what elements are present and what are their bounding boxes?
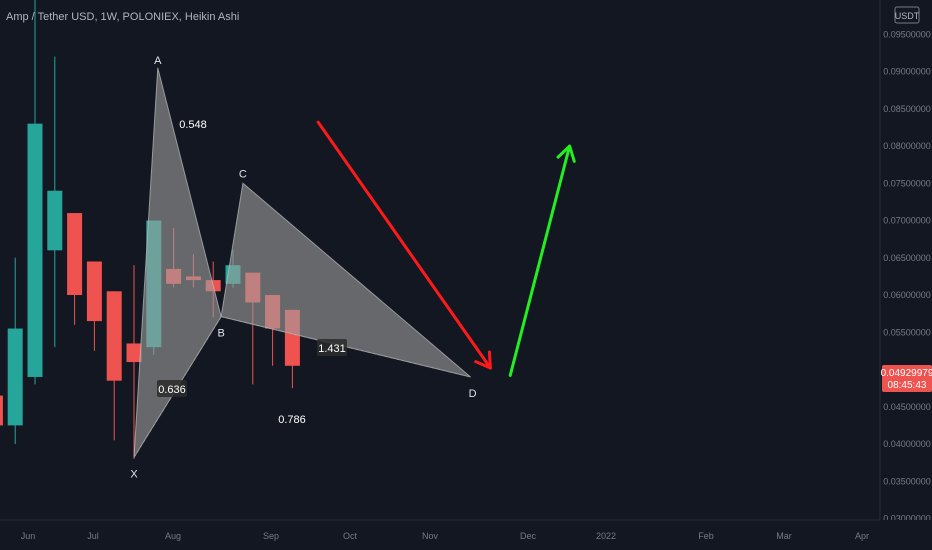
candle-1[interactable] bbox=[7, 257, 23, 445]
time-tick-5: Nov bbox=[422, 531, 439, 541]
time-tick-3: Sep bbox=[263, 531, 279, 541]
ratio-text-3: 0.786 bbox=[278, 414, 306, 426]
ratio-2: 1.431 bbox=[317, 339, 347, 356]
price-tick-3: 0.08000000 bbox=[883, 141, 931, 151]
current-price-tag: 0.04929979 08:45:43 bbox=[881, 365, 932, 392]
pattern-point-b: B bbox=[217, 328, 224, 340]
pattern-point-c: C bbox=[239, 168, 247, 180]
time-tick-10: Apr bbox=[855, 531, 869, 541]
candle-4[interactable] bbox=[67, 213, 83, 325]
candle-6[interactable] bbox=[106, 291, 122, 441]
price-tick-13: 0.03000000 bbox=[883, 514, 931, 524]
bar-countdown: 08:45:43 bbox=[888, 380, 927, 391]
candle-7[interactable] bbox=[126, 265, 142, 459]
price-tick-1: 0.09000000 bbox=[883, 67, 931, 77]
candle-body-7 bbox=[126, 343, 142, 363]
price-tick-10: 0.04500000 bbox=[883, 402, 931, 412]
pattern-ratios: 0.548 0.636 1.431 0.786 bbox=[157, 119, 347, 426]
harmonic-pattern[interactable] bbox=[133, 67, 471, 458]
pattern-point-d: D bbox=[469, 388, 477, 400]
candle-body-1 bbox=[7, 328, 23, 426]
candle-body-5 bbox=[86, 261, 102, 322]
candle-3[interactable] bbox=[47, 56, 63, 348]
time-tick-labels: Jun Jul Aug Sep Oct Nov Dec 2022 Feb Mar Apr bbox=[21, 531, 869, 541]
price-tick-12: 0.03500000 bbox=[883, 476, 931, 486]
price-axis[interactable]: USDT 0.09500000 0.09000000 0.08500000 0.080… bbox=[879, 0, 932, 550]
time-tick-7: 2022 bbox=[596, 531, 616, 541]
chart-title: Amp / Tether USD, 1W, POLONIEX, Heikin A… bbox=[6, 11, 239, 23]
candle-body-6 bbox=[106, 291, 122, 381]
ratio-3: 0.786 bbox=[278, 414, 306, 426]
price-tick-6: 0.06500000 bbox=[883, 253, 931, 263]
candle-body-3 bbox=[47, 190, 63, 251]
ratio-0: 0.548 bbox=[179, 119, 207, 131]
candle-body-0 bbox=[0, 395, 3, 426]
price-tick-4: 0.07500000 bbox=[883, 178, 931, 188]
bearish-arrow[interactable] bbox=[316, 120, 492, 370]
time-tick-0: Jun bbox=[21, 531, 36, 541]
time-tick-9: Mar bbox=[776, 531, 792, 541]
trend-arrows[interactable] bbox=[316, 120, 576, 377]
candle-0[interactable] bbox=[0, 392, 3, 437]
currency-label: USDT bbox=[895, 11, 920, 21]
time-tick-8: Feb bbox=[698, 531, 714, 541]
price-tick-7: 0.06000000 bbox=[883, 290, 931, 300]
candle-body-2 bbox=[27, 123, 43, 377]
price-tick-0: 0.09500000 bbox=[883, 29, 931, 39]
candle-2[interactable] bbox=[27, 0, 43, 385]
current-price: 0.04929979 bbox=[881, 368, 932, 379]
time-tick-4: Oct bbox=[343, 531, 358, 541]
pattern-point-a: A bbox=[154, 55, 162, 67]
pattern-point-labels: X A B C D bbox=[130, 55, 476, 481]
time-tick-1: Jul bbox=[87, 531, 99, 541]
ratio-text-2: 1.431 bbox=[318, 343, 346, 355]
bullish-arrow[interactable] bbox=[508, 144, 576, 377]
price-tick-8: 0.05500000 bbox=[883, 327, 931, 337]
candle-body-4 bbox=[67, 213, 83, 296]
pattern-point-x: X bbox=[130, 468, 138, 480]
ratio-text-0: 0.548 bbox=[179, 119, 207, 131]
price-tick-2: 0.08500000 bbox=[883, 104, 931, 114]
candle-5[interactable] bbox=[86, 261, 102, 351]
time-tick-2: Aug bbox=[165, 531, 181, 541]
ratio-1: 0.636 bbox=[157, 380, 187, 397]
price-tick-5: 0.07000000 bbox=[883, 216, 931, 226]
ratio-text-1: 0.636 bbox=[158, 384, 186, 396]
price-tick-11: 0.04000000 bbox=[883, 439, 931, 449]
time-tick-6: Dec bbox=[520, 531, 537, 541]
time-axis[interactable]: Jun Jul Aug Sep Oct Nov Dec 2022 Feb Mar Apr bbox=[0, 519, 932, 550]
currency-badge[interactable] bbox=[894, 6, 920, 24]
